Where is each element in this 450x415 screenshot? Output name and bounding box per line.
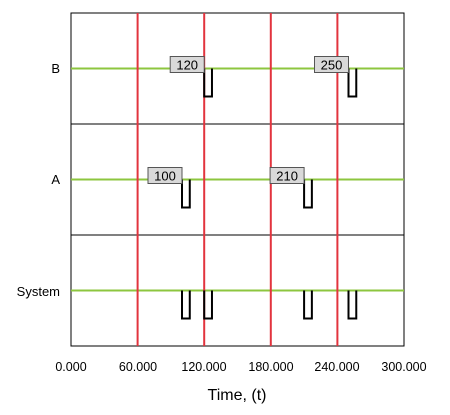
tick-label: 240.000 — [314, 360, 359, 374]
x-axis-title: Time, (t) — [208, 387, 267, 404]
event-label: 210 — [276, 169, 298, 184]
down-event — [203, 290, 213, 320]
event-label: 120 — [176, 58, 198, 73]
down-event — [347, 290, 358, 320]
event-label-box — [314, 56, 349, 73]
down-event — [303, 179, 313, 209]
down-event — [303, 290, 313, 320]
row-label-system: System — [17, 284, 60, 299]
down-event — [203, 68, 213, 98]
down-event — [181, 290, 191, 320]
tick-label: 0.000 — [55, 360, 86, 374]
tick-label: 60.000 — [119, 360, 157, 374]
row-label-b: B — [51, 61, 60, 76]
events-layer: 120 250 100 210 — [147, 56, 358, 320]
event-label-box — [147, 167, 183, 184]
tick-label: 120.000 — [181, 360, 226, 374]
tick-label: 300.000 — [381, 360, 426, 374]
down-event — [347, 68, 358, 98]
row-label-a: A — [51, 172, 60, 187]
down-event — [181, 179, 191, 209]
tick-label: 180.000 — [248, 360, 293, 374]
event-label: 100 — [154, 169, 176, 184]
event-label-box — [269, 167, 305, 184]
event-label-box — [169, 56, 205, 73]
event-label: 250 — [321, 58, 343, 73]
